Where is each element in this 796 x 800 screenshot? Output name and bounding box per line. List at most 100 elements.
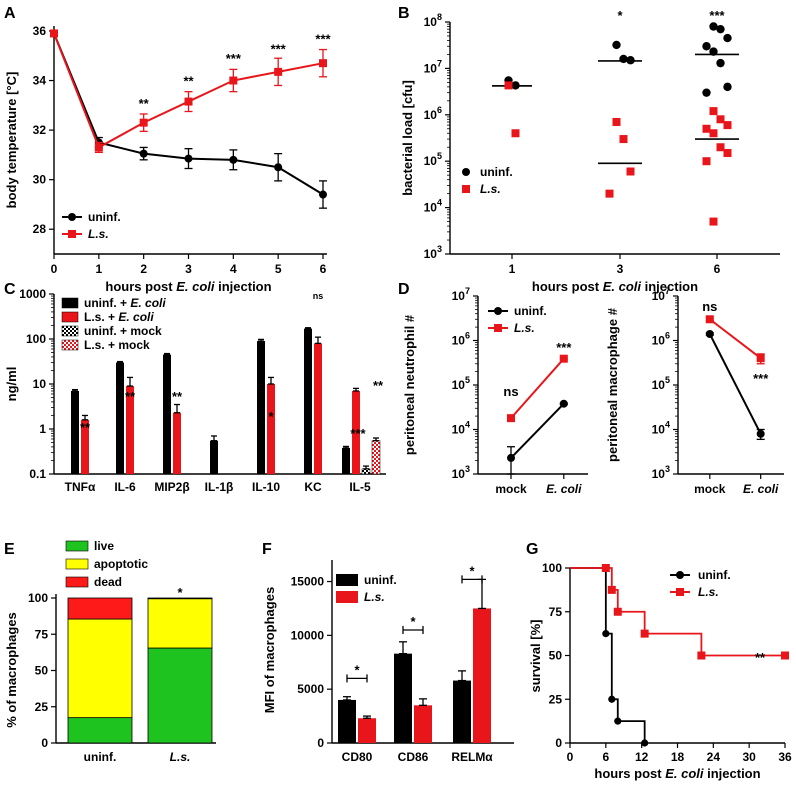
panel-a-point-ls <box>319 59 327 68</box>
panel-e-ytick-label: 50 <box>35 664 49 678</box>
panel-d1-legend-label-part: uninf. <box>514 304 547 318</box>
panel-c-legend-label-part: L.s. <box>84 310 105 324</box>
panel-b-legend-marker <box>462 185 470 193</box>
panel-c-bar-ls <box>267 384 275 474</box>
panel-b-point-uninf <box>702 88 711 97</box>
panel-a-signif: *** <box>226 51 242 66</box>
panel-c-xtick-label: IL-6 <box>114 480 136 494</box>
panel-g-point-ls <box>601 564 610 572</box>
panel-a-xtick-label: 2 <box>140 262 147 276</box>
panel-f-xtick-label: CD86 <box>398 750 429 764</box>
panel-c-legend-swatch <box>61 297 79 309</box>
panel-g-legend-marker <box>676 588 684 596</box>
panel-b-point-ls <box>702 124 711 133</box>
panel-c-xtick-label: IL-10 <box>252 480 280 494</box>
panel-c-bar-ls_mock <box>371 440 381 475</box>
panel-b-point-ls <box>709 107 718 116</box>
panel-g-legend-label: L.s. <box>698 585 719 599</box>
panel-f-legend-swatch <box>336 574 358 586</box>
panel-g-xtick-label: 24 <box>707 750 721 764</box>
panel-g-point-ls <box>781 651 789 660</box>
panel-a-legend-label: L.s. <box>88 227 109 241</box>
panel-a-legend-label-part: L.s. <box>88 227 109 241</box>
panel-g-point-uninf <box>641 739 649 747</box>
panel-d1-ytick-label: 107 <box>452 286 470 303</box>
panel-e-legend-swatch <box>65 576 89 588</box>
panel-g-survival-line-uninf <box>570 567 646 743</box>
panel-a-point-ls <box>94 143 103 152</box>
panel-a-ytick-label: 34 <box>33 74 47 88</box>
panel-b-point-uninf <box>702 42 711 51</box>
panel-f-bar-ls <box>414 705 432 743</box>
panel-a-point-uninf <box>229 155 238 164</box>
panel-d2-ytick-label: 104 <box>652 420 670 437</box>
panel-a-xlabel: hours post E. coli injection <box>105 279 271 294</box>
panel-d2-ytick-label: 106 <box>652 331 670 348</box>
panel-b-legend-label: uninf. <box>480 165 513 179</box>
panel-e-legend-label: live <box>94 539 114 553</box>
panel-c-ytick-label: 100 <box>26 332 46 346</box>
panel-g-point-ls <box>607 585 616 594</box>
panel-b-ytick-label: 107 <box>424 58 442 75</box>
panel-c-legend-label: uninf. + E. coli <box>84 296 166 310</box>
panel-g-legend-marker <box>676 571 684 579</box>
panel-g-xtick-label: 6 <box>602 750 609 764</box>
panel-b-point-ls <box>626 167 635 176</box>
panel-b-xlabel-part: hours post <box>532 279 603 294</box>
panel-b-point-ls <box>723 149 732 158</box>
panel-c-xtick-label: IL-1β <box>205 480 234 494</box>
panel-b-xlabel: hours post E. coli injection <box>532 279 698 294</box>
panel-c-bar-ls <box>173 412 181 474</box>
panel-d1-legend-label: L.s. <box>514 321 535 335</box>
panel-b-ytick-exp: 3 <box>437 244 442 254</box>
panel-f-legend-label-part: L.s. <box>364 590 385 604</box>
panel-d1-point-ls <box>559 354 568 363</box>
panel-b-point-ls <box>504 81 513 90</box>
panel-a-legend-marker <box>68 230 76 238</box>
panel-e-legend-swatch <box>65 558 89 570</box>
panel-b-point-ls <box>709 217 718 226</box>
panel-f-bar-ls <box>358 718 376 743</box>
panel-c-bar-uninf_mock <box>361 468 371 475</box>
panel-c-bar-uninf <box>71 390 79 474</box>
panel-g-xlabel-part: E. coli <box>665 766 704 781</box>
panel-e-ytick-label: 25 <box>35 700 49 714</box>
panel-d2-ytick-label: 107 <box>652 286 670 303</box>
panel-d1-ytick-label: 103 <box>452 464 470 481</box>
panel-c-bar-ls <box>126 386 134 474</box>
panel-d1-legend-marker <box>494 307 502 315</box>
panel-b-legend-label-part: L.s. <box>480 182 501 196</box>
panel-b-point-uninf <box>511 81 520 90</box>
panel-b-point-ls <box>612 117 621 126</box>
panel-a-xtick-label: 1 <box>95 262 102 276</box>
panel-g-xtick-label: 0 <box>567 750 574 764</box>
panel-a-point-ls <box>50 29 58 38</box>
panel-b-ylabel: bacterial load [cfu] <box>400 80 415 196</box>
panel-a-point-uninf <box>139 149 148 158</box>
panel-b-point-ls <box>723 121 732 130</box>
panel-d2-ytick-label: 105 <box>652 375 670 392</box>
panel-c-ytick-label: 1000 <box>19 287 46 301</box>
panel-g-ytick-label: 100 <box>542 561 562 575</box>
panel-b-point-uninf <box>716 58 725 68</box>
panel-e-ytick-label: 0 <box>41 736 48 750</box>
panel-c-bar-uninf <box>304 328 312 474</box>
panel-e-legend-label: dead <box>94 575 122 589</box>
panel-g-xlabel-part: hours post <box>594 766 665 781</box>
panel-g-point-uninf <box>602 630 610 638</box>
panel-g-ytick-label: 25 <box>549 692 563 706</box>
panel-c-bar-uninf <box>210 440 218 474</box>
panel-c-signif: ** <box>373 378 384 393</box>
panel-c-bar-uninf <box>257 341 265 474</box>
panel-d1-series-line-ls <box>510 358 565 419</box>
panel-a-point-uninf <box>274 163 283 172</box>
panel-c-xtick-label: MIP2β <box>154 480 189 494</box>
panel-b-legend-marker <box>462 168 470 176</box>
panel-d2-series-line-uninf <box>708 333 762 435</box>
panel-d1-ytick-exp: 4 <box>465 420 470 430</box>
panel-d1-ylabel: peritoneal neutrophil # <box>402 314 417 455</box>
panel-g-legend-label-part: L.s. <box>698 585 719 599</box>
panel-b-legend-label-part: uninf. <box>480 165 513 179</box>
panel-f-ytick-label: 0 <box>317 736 324 750</box>
panel-d2-signif: *** <box>753 371 769 386</box>
